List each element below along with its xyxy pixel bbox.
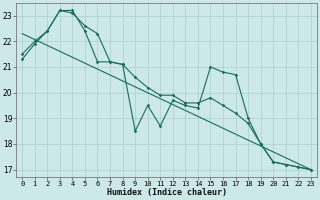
X-axis label: Humidex (Indice chaleur): Humidex (Indice chaleur) (107, 188, 227, 197)
